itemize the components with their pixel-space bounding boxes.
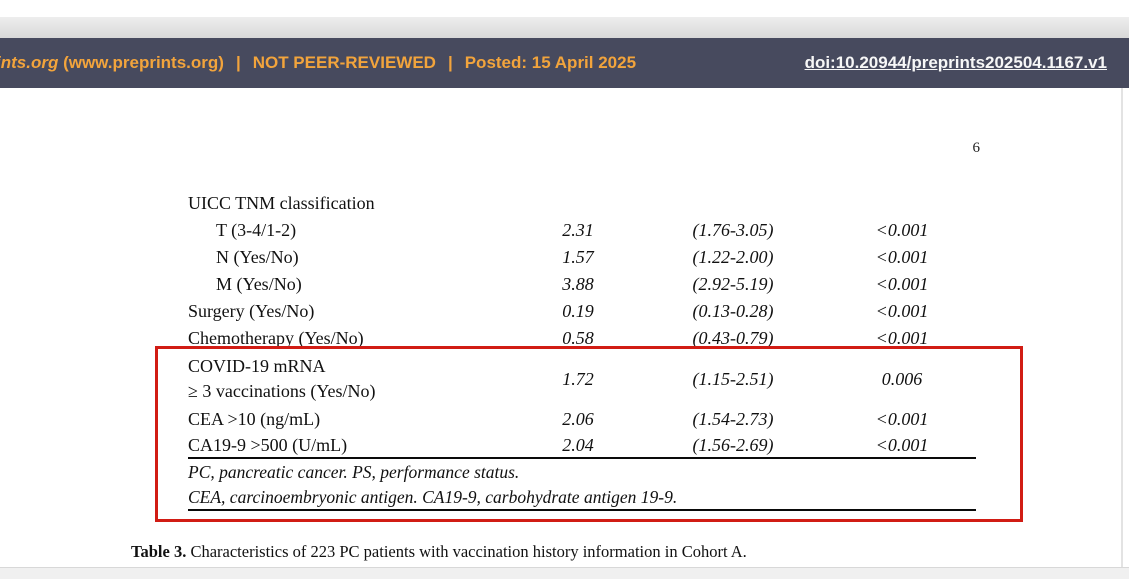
confidence-interval-value: (0.43-0.79) xyxy=(692,328,774,348)
row-label: CEA >10 (ng/mL) xyxy=(188,409,321,429)
row-label-line1: COVID-19 mRNA xyxy=(188,356,326,376)
preprints-banner: ints.org (www.preprints.org) | NOT PEER-RE… xyxy=(0,38,1129,88)
table-row: CA19-9 >500 (U/mL) 2.04 (1.56-2.69) <0.0… xyxy=(188,433,976,459)
top-margin xyxy=(0,0,1129,17)
posted-date: Posted: 15 April 2025 xyxy=(464,53,637,72)
row-label: T (3-4/1-2) xyxy=(216,220,297,240)
table-caption-text: Characteristics of 223 PC patients with … xyxy=(186,542,747,561)
confidence-interval-value: (0.13-0.28) xyxy=(692,301,774,321)
hazard-ratio-value: 3.88 xyxy=(562,274,594,294)
site-name-fragment: ints.org xyxy=(0,53,59,72)
table-row: M (Yes/No) 3.88 (2.92-5.19) <0.001 xyxy=(188,271,976,298)
table-group-header-row: UICC TNM classification xyxy=(188,190,976,217)
table-row: Surgery (Yes/No) 0.19 (0.13-0.28) <0.001 xyxy=(188,298,976,325)
banner-left-text: ints.org (www.preprints.org) | NOT PEER-RE… xyxy=(0,53,636,73)
page-number: 6 xyxy=(972,140,981,156)
confidence-interval-value: (1.54-2.73) xyxy=(692,409,774,429)
table-row: Chemotherapy (Yes/No) 0.58 (0.43-0.79) <… xyxy=(188,325,976,352)
results-table: UICC TNM classification T (3-4/1-2) 2.31… xyxy=(188,190,976,511)
window-edge-strip xyxy=(0,17,1129,38)
banner-separator: | xyxy=(235,53,241,72)
table-row: T (3-4/1-2) 2.31 (1.76-3.05) <0.001 xyxy=(188,217,976,244)
table-footnote: PC, pancreatic cancer. PS, performance s… xyxy=(188,462,520,482)
row-label: Surgery (Yes/No) xyxy=(188,301,315,321)
p-value: <0.001 xyxy=(875,247,929,267)
group-header-label: UICC TNM classification xyxy=(188,193,375,213)
p-value: <0.001 xyxy=(875,220,929,240)
row-label: M (Yes/No) xyxy=(216,274,302,294)
confidence-interval-value: (1.76-3.05) xyxy=(692,220,774,240)
hazard-ratio-value: 2.31 xyxy=(562,220,594,240)
doi-link[interactable]: doi:10.20944/preprints202504.1167.v1 xyxy=(804,53,1107,72)
p-value: <0.001 xyxy=(875,328,929,348)
p-value: <0.001 xyxy=(875,409,929,429)
table-row-covid: COVID-19 mRNA ≥ 3 vaccinations (Yes/No) … xyxy=(188,352,976,406)
p-value: <0.001 xyxy=(875,301,929,321)
row-label: COVID-19 mRNA ≥ 3 vaccinations (Yes/No) xyxy=(188,352,518,406)
window-bottom-strip xyxy=(0,567,1129,579)
hazard-ratio-value: 2.04 xyxy=(562,434,594,455)
table-row: N (Yes/No) 1.57 (1.22-2.00) <0.001 xyxy=(188,244,976,271)
p-value: <0.001 xyxy=(875,274,929,294)
row-label: CA19-9 >500 (U/mL) xyxy=(188,434,348,455)
p-value: 0.006 xyxy=(881,368,923,389)
page-right-edge xyxy=(1121,88,1123,567)
confidence-interval-value: (1.22-2.00) xyxy=(692,247,774,267)
hazard-ratio-value: 1.72 xyxy=(562,368,594,389)
table-caption-label: Table 3. xyxy=(131,542,187,561)
table-footnote: CEA, carcinoembryonic antigen. CA19-9, c… xyxy=(188,486,976,511)
banner-separator: | xyxy=(447,53,453,72)
row-label: N (Yes/No) xyxy=(216,247,299,267)
hazard-ratio-value: 1.57 xyxy=(562,247,594,267)
hazard-ratio-value: 0.19 xyxy=(562,301,594,321)
confidence-interval-value: (1.15-2.51) xyxy=(692,368,774,389)
table-caption: Table 3. Characteristics of 223 PC patie… xyxy=(131,542,991,562)
p-value: <0.001 xyxy=(875,434,929,455)
row-label: Chemotherapy (Yes/No) xyxy=(188,328,364,348)
site-url: (www.preprints.org) xyxy=(58,53,224,72)
table-row: CEA >10 (ng/mL) 2.06 (1.54-2.73) <0.001 xyxy=(188,406,976,433)
confidence-interval-value: (1.56-2.69) xyxy=(692,434,774,455)
row-label-line2: ≥ 3 vaccinations (Yes/No) xyxy=(188,381,376,401)
peer-review-status: NOT PEER-REVIEWED xyxy=(252,53,436,72)
confidence-interval-value: (2.92-5.19) xyxy=(692,274,774,294)
hazard-ratio-value: 2.06 xyxy=(562,409,594,429)
hazard-ratio-value: 0.58 xyxy=(562,328,594,348)
